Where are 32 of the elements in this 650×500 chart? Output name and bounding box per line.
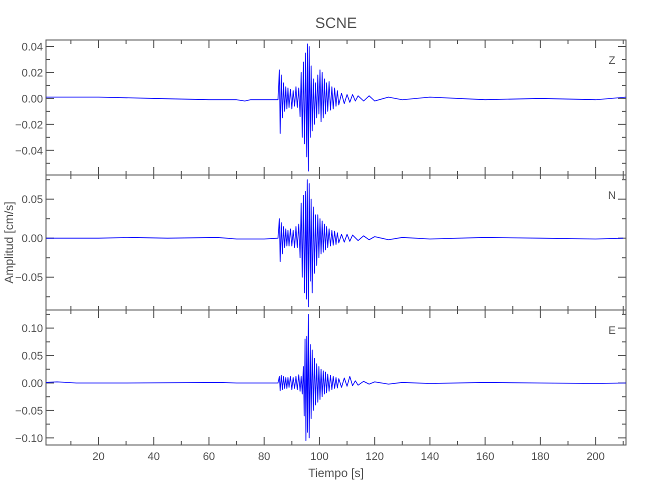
chart-title: SCNE xyxy=(315,15,357,32)
y-tick-label: 0.04 xyxy=(22,41,43,54)
y-tick-label: 0.02 xyxy=(22,67,43,80)
x-tick-label: 200 xyxy=(586,451,605,463)
y-tick-label: −0.05 xyxy=(15,405,43,418)
y-tick-label: −0.05 xyxy=(15,272,43,284)
x-tick-label: 60 xyxy=(202,451,216,463)
y-tick-label: 0.00 xyxy=(22,378,43,390)
annotation: E xyxy=(608,325,616,337)
x-tick-label: 120 xyxy=(365,451,384,463)
y-tick-label: 0.05 xyxy=(22,194,43,206)
x-tick-label: 180 xyxy=(531,451,550,463)
y-tick-label: 0.05 xyxy=(22,350,43,363)
x-tick-label: 20 xyxy=(92,451,105,463)
annotation: N xyxy=(608,190,616,202)
y-axis-title: Amplitud [cm/s] xyxy=(2,201,16,284)
y-tick-label: 0.00 xyxy=(22,233,43,246)
x-tick-label: 80 xyxy=(258,451,270,463)
x-tick-label: 100 xyxy=(310,451,329,463)
line-series xyxy=(46,179,624,308)
y-tick-label: −0.10 xyxy=(15,432,43,445)
y-tick-label: −0.02 xyxy=(15,119,43,132)
x-tick-label: 40 xyxy=(148,451,160,463)
annotation: Z xyxy=(608,55,616,67)
y-tick-label: 0.00 xyxy=(22,93,43,106)
line-series xyxy=(46,43,626,172)
y-tick-label: −0.04 xyxy=(15,145,43,158)
x-tick-label: 160 xyxy=(476,451,494,463)
x-tick-label: 140 xyxy=(420,451,440,463)
y-tick-label: 0.10 xyxy=(22,323,43,336)
line-series xyxy=(46,314,626,442)
x-axis-title: Tiempo [s] xyxy=(308,466,364,480)
